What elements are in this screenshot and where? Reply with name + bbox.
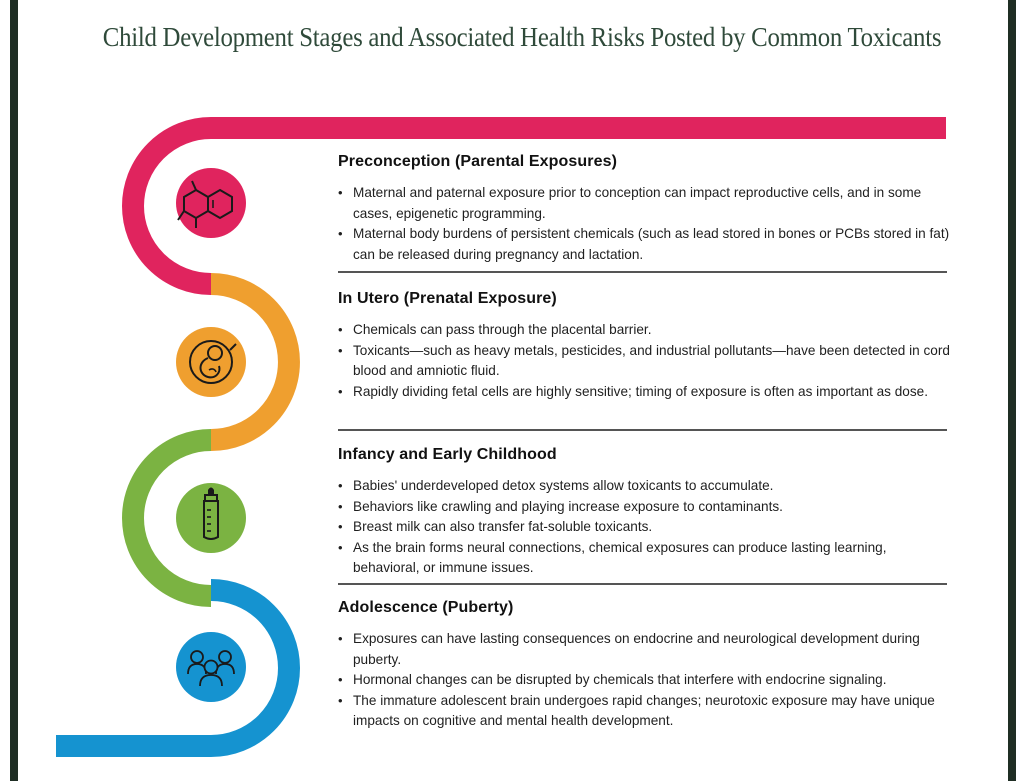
bullet-item: Toxicants—such as heavy metals, pesticid… — [338, 341, 950, 382]
baby-bottle-icon — [176, 483, 246, 553]
stage-title: In Utero (Prenatal Exposure) — [338, 290, 557, 307]
stage-adolescence: Adolescence (Puberty) Exposures can have… — [338, 599, 950, 732]
bullet-item: Exposures can have lasting consequences … — [338, 629, 950, 670]
stage-title: Preconception (Parental Exposures) — [338, 153, 618, 170]
track-segment-adolescence — [56, 579, 300, 757]
left-frame-bar — [10, 0, 18, 781]
track-segment-in-utero — [210, 273, 300, 451]
stage-title: Infancy and Early Childhood — [338, 446, 557, 463]
stage-divider — [338, 271, 947, 273]
molecule-icon — [176, 168, 246, 238]
bullet-item: Hormonal changes can be disrupted by che… — [338, 670, 950, 691]
bullet-item: Rapidly dividing fetal cells are highly … — [338, 382, 950, 403]
bullet-item: The immature adolescent brain undergoes … — [338, 691, 950, 732]
bullet-item: As the brain forms neural connections, c… — [338, 538, 950, 579]
bullet-list: Exposures can have lasting consequences … — [338, 629, 950, 732]
page-title: Child Development Stages and Associated … — [102, 22, 942, 52]
stage-in-utero: In Utero (Prenatal Exposure) Chemicals c… — [338, 290, 950, 402]
bullet-item: Maternal and paternal exposure prior to … — [338, 183, 950, 224]
bullet-item: Maternal body burdens of persistent chem… — [338, 224, 950, 265]
track-segment-preconception — [122, 117, 946, 295]
bullet-list: Babies' underdeveloped detox systems all… — [338, 476, 950, 579]
bullet-item: Babies' underdeveloped detox systems all… — [338, 476, 950, 497]
stage-divider — [338, 429, 947, 431]
bullet-list: Chemicals can pass through the placental… — [338, 320, 950, 402]
stage-infancy: Infancy and Early Childhood Babies' unde… — [338, 446, 950, 579]
bullet-item: Behaviors like crawling and playing incr… — [338, 497, 950, 518]
stage-preconception: Preconception (Parental Exposures) Mater… — [338, 153, 950, 265]
bullet-item: Breast milk can also transfer fat-solubl… — [338, 517, 950, 538]
right-frame-bar — [1008, 0, 1016, 781]
stage-divider — [338, 583, 947, 585]
teen-group-icon — [176, 632, 246, 702]
stage-title: Adolescence (Puberty) — [338, 599, 514, 616]
track-segment-infancy — [122, 429, 212, 607]
fetus-icon — [176, 327, 246, 397]
bullet-list: Maternal and paternal exposure prior to … — [338, 183, 950, 265]
bullet-item: Chemicals can pass through the placental… — [338, 320, 950, 341]
